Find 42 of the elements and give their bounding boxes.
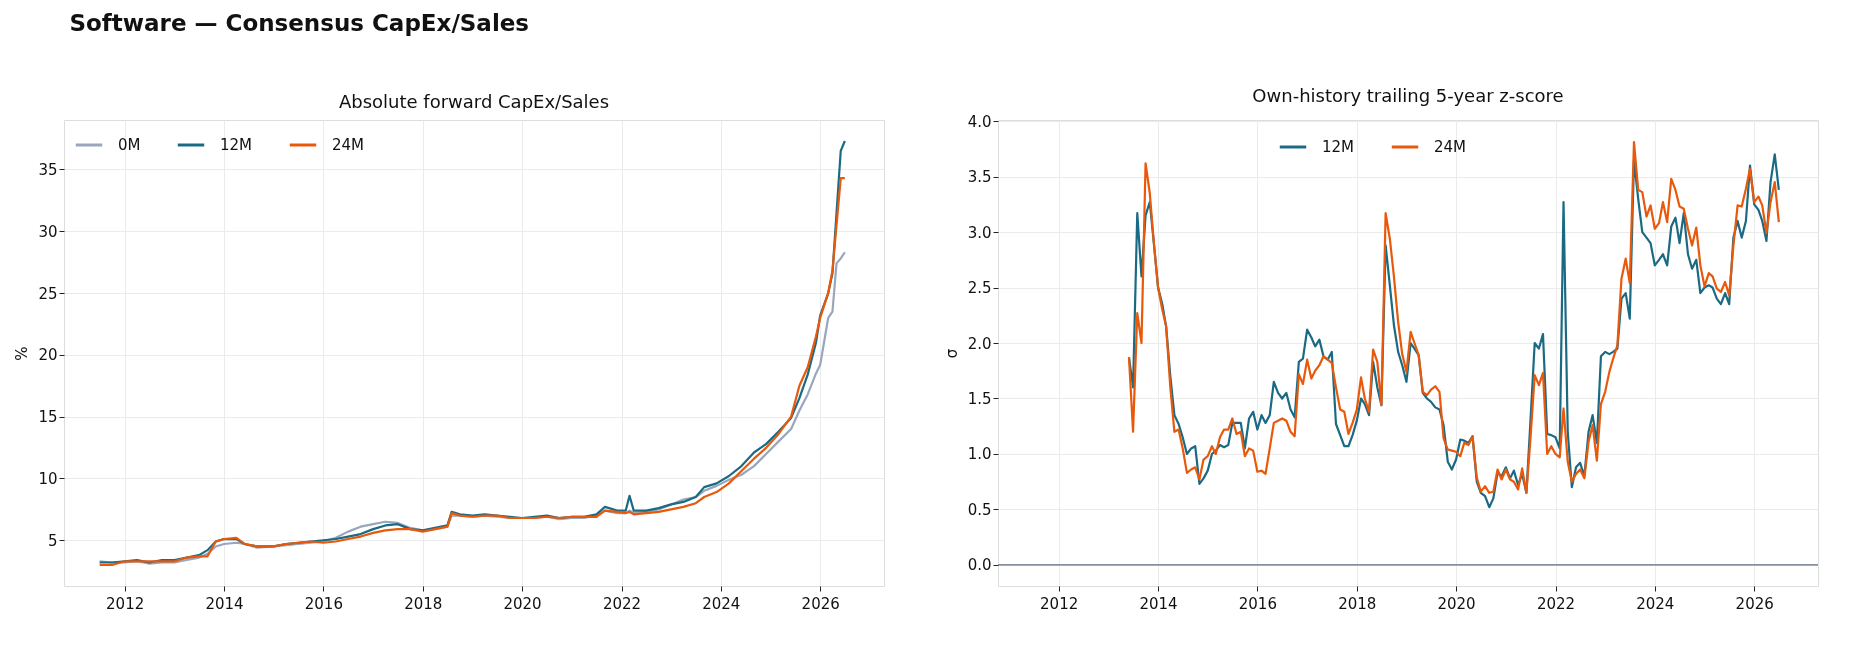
x-tick-label: 2012 <box>106 594 145 613</box>
legend-label: 12M <box>220 136 253 154</box>
y-tick-label: 10 <box>38 469 58 488</box>
x-tick-label: 2014 <box>205 594 244 613</box>
y-tick-label: 0.0 <box>967 556 992 575</box>
y-axis-title: σ <box>942 348 961 359</box>
x-tick-label: 2024 <box>1636 594 1675 613</box>
y-tick-label: 1.5 <box>967 389 992 408</box>
x-tick-label: 2024 <box>702 594 741 613</box>
legend-label: 0M <box>118 136 141 154</box>
x-tick-label: 2026 <box>801 594 840 613</box>
y-tick-label: 3.5 <box>967 168 992 187</box>
y-tick-label: 2.0 <box>967 334 992 353</box>
x-tick-label: 2016 <box>1238 594 1277 613</box>
chart-subtitle: Own-history trailing 5-year z-score <box>1252 85 1564 107</box>
x-tick-label: 2018 <box>1338 594 1377 613</box>
legend-label: 24M <box>1434 138 1467 156</box>
y-tick-label: 0.5 <box>967 500 992 519</box>
x-tick-label: 2016 <box>304 594 343 613</box>
legend-label: 12M <box>1322 138 1355 156</box>
x-tick-label: 2026 <box>1735 594 1774 613</box>
x-tick-label: 2012 <box>1040 594 1079 613</box>
y-tick-label: 30 <box>38 222 58 241</box>
chart-title: Software — Consensus CapEx/Sales <box>69 9 530 36</box>
y-axis-title: % <box>13 346 32 361</box>
x-tick-label: 2018 <box>404 594 443 613</box>
y-tick-label: 3.0 <box>967 223 992 242</box>
y-tick-label: 1.0 <box>967 445 992 464</box>
y-tick-label: 4.0 <box>967 112 992 131</box>
x-tick-label: 2022 <box>1536 594 1576 613</box>
legend-label: 24M <box>332 136 365 154</box>
y-tick-label: 20 <box>38 346 58 365</box>
y-tick-label: 5 <box>47 531 58 550</box>
y-tick-label: 15 <box>38 408 58 427</box>
y-tick-label: 25 <box>38 284 58 303</box>
chart-subtitle: Absolute forward CapEx/Sales <box>338 91 610 112</box>
x-tick-label: 2014 <box>1139 594 1178 613</box>
y-tick-label: 2.5 <box>967 279 992 298</box>
y-tick-label: 35 <box>38 160 58 179</box>
x-tick-label: 2022 <box>602 594 642 613</box>
x-tick-label: 2020 <box>503 594 542 613</box>
x-tick-label: 2020 <box>1437 594 1476 613</box>
